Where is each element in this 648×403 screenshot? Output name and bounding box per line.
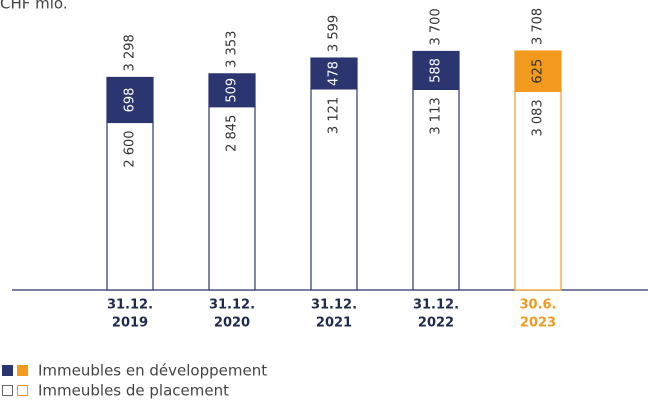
- x-tick-label: 2021: [316, 316, 352, 331]
- bar-segment: [310, 88, 358, 291]
- chart-title: CHF mio.: [0, 0, 68, 13]
- bar-segment: [310, 57, 358, 90]
- value-label: 588: [429, 58, 444, 83]
- legend-swatch: [2, 365, 13, 376]
- value-label: 509: [225, 78, 240, 103]
- total-label: 3 708: [531, 8, 546, 45]
- x-tick-label: 2019: [112, 316, 148, 331]
- value-label: 698: [123, 88, 138, 113]
- x-tick-label: 31.12.: [413, 298, 459, 313]
- bar-segment: [412, 50, 460, 90]
- legend-swatch: [17, 385, 28, 396]
- bar-segment: [106, 76, 154, 124]
- total-label: 3 353: [225, 31, 240, 68]
- x-tick-label: 31.12.: [209, 298, 255, 313]
- value-label: 3 113: [429, 97, 444, 134]
- x-tick-label: 2023: [520, 316, 556, 331]
- legend-label: Immeubles en développement: [38, 362, 267, 380]
- bar-segment: [514, 90, 562, 291]
- value-label: 2 845: [225, 115, 240, 152]
- x-tick-label: 31.12.: [311, 298, 357, 313]
- value-label: 478: [327, 61, 342, 86]
- total-label: 3 700: [429, 8, 444, 45]
- x-tick-label: 31.12.: [107, 298, 153, 313]
- bar-segment: [106, 121, 154, 291]
- value-label: 2 600: [123, 130, 138, 167]
- total-label: 3 298: [123, 34, 138, 71]
- bar-segment: [514, 50, 562, 92]
- total-label: 3 599: [327, 15, 342, 52]
- bar-segment: [208, 73, 256, 108]
- legend-swatch: [2, 385, 13, 396]
- legend-label: Immeubles de placement: [38, 382, 229, 400]
- x-tick-label: 2020: [214, 316, 250, 331]
- x-tick-label: 2022: [418, 316, 454, 331]
- value-label: 3 083: [531, 99, 546, 136]
- legend-swatch: [17, 365, 28, 376]
- bar-segment: [412, 88, 460, 291]
- x-tick-label: 30.6.: [519, 298, 556, 313]
- value-label: 3 121: [327, 97, 342, 134]
- value-label: 625: [531, 59, 546, 84]
